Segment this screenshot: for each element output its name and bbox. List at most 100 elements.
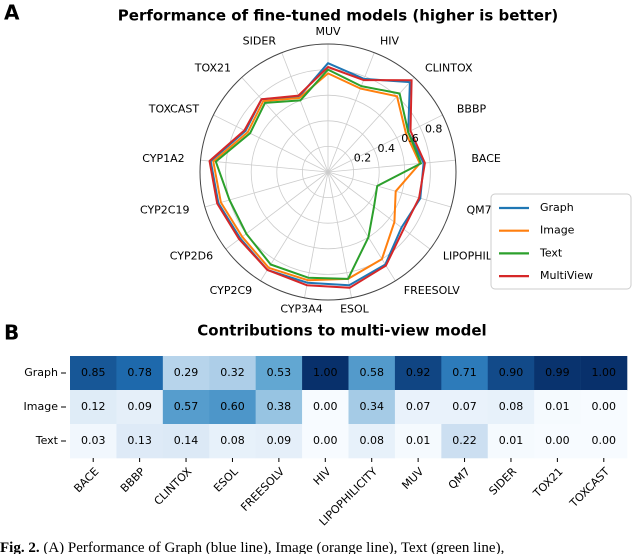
grid-spoke bbox=[225, 171, 329, 250]
col-label: MUV bbox=[399, 465, 426, 492]
heatmap-cell bbox=[162, 356, 210, 391]
grid-spoke bbox=[204, 171, 329, 208]
heatmap-cell bbox=[441, 356, 489, 391]
category-label: ESOL bbox=[340, 303, 370, 316]
legend-label: Text bbox=[539, 246, 563, 259]
category-label: CYP2D6 bbox=[170, 249, 213, 262]
category-label: BACE bbox=[471, 152, 501, 165]
heatmap-cell bbox=[209, 424, 256, 459]
heatmap-cell bbox=[580, 356, 628, 391]
cell-label: 0.00 bbox=[313, 434, 338, 447]
col-label: ESOL bbox=[211, 464, 241, 494]
heatmap-cell bbox=[209, 390, 256, 425]
grid-spoke bbox=[327, 171, 431, 250]
category-label: HIV bbox=[380, 34, 400, 47]
category-label: CLINTOX bbox=[425, 62, 473, 75]
col-label: TOXCAST bbox=[567, 465, 613, 511]
cell-label: 0.71 bbox=[452, 366, 477, 379]
cell-label: 0.53 bbox=[267, 366, 292, 379]
cell-label: 0.08 bbox=[359, 434, 384, 447]
heatmap-cell bbox=[70, 356, 117, 391]
grid-spoke bbox=[327, 52, 375, 173]
panel-letter: B bbox=[4, 321, 19, 345]
cell-label: 1.00 bbox=[592, 366, 617, 379]
cell-label: 0.00 bbox=[545, 434, 570, 447]
heatmap-cell bbox=[70, 424, 117, 459]
row-label: Graph bbox=[24, 366, 58, 379]
heatmap-cell bbox=[394, 390, 442, 425]
heatmap-cell bbox=[348, 356, 396, 391]
grid-spoke bbox=[281, 52, 329, 173]
heatmap-cell bbox=[348, 424, 396, 459]
col-label: SIDER bbox=[486, 465, 519, 498]
grid-spoke bbox=[327, 171, 396, 282]
heatmap-cell bbox=[209, 356, 256, 391]
r-tick-label: 0.6 bbox=[401, 132, 419, 145]
col-label: CLINTOX bbox=[152, 465, 195, 508]
col-label: FREESOLV bbox=[238, 465, 287, 514]
heatmap-cell bbox=[534, 356, 581, 391]
cell-label: 0.32 bbox=[220, 366, 245, 379]
category-label: MUV bbox=[315, 25, 341, 38]
col-label: TOX21 bbox=[530, 465, 566, 501]
cell-label: 0.08 bbox=[220, 434, 245, 447]
cell-label: 0.08 bbox=[499, 400, 524, 413]
caption-text: (A) Performance of Graph (blue line), Im… bbox=[43, 540, 504, 554]
grid-spoke bbox=[260, 171, 329, 282]
heatmap-cell bbox=[162, 390, 210, 425]
heatmap-cell bbox=[116, 356, 164, 391]
legend-label: MultiView bbox=[540, 269, 593, 282]
cell-label: 0.38 bbox=[267, 400, 292, 413]
col-label: HIV bbox=[311, 465, 334, 488]
grid-spoke bbox=[327, 171, 452, 208]
heatmap-cell bbox=[255, 356, 303, 391]
cell-label: 0.90 bbox=[499, 366, 524, 379]
heatmap-cell bbox=[487, 390, 535, 425]
col-label: QM7 bbox=[446, 465, 473, 492]
caption: Fig. 2. (A) Performance of Graph (blue l… bbox=[0, 540, 504, 554]
cell-label: 0.03 bbox=[81, 434, 106, 447]
cell-label: 0.00 bbox=[592, 400, 617, 413]
cell-label: 0.78 bbox=[127, 366, 152, 379]
cell-label: 0.01 bbox=[406, 434, 431, 447]
category-label: CYP1A2 bbox=[142, 152, 184, 165]
category-label: FREESOLV bbox=[404, 284, 460, 297]
col-label: BBBP bbox=[118, 465, 148, 495]
cell-label: 0.07 bbox=[406, 400, 431, 413]
r-tick-label: 0.2 bbox=[354, 151, 372, 164]
cell-label: 0.00 bbox=[592, 434, 617, 447]
radar-line bbox=[212, 72, 421, 282]
radar-frame bbox=[199, 43, 457, 301]
heatmap-cell bbox=[534, 390, 581, 425]
radar-line bbox=[209, 62, 425, 287]
cell-label: 0.01 bbox=[499, 434, 524, 447]
legend-label: Image bbox=[540, 224, 575, 237]
heatmap-cell bbox=[534, 424, 581, 459]
cell-label: 0.92 bbox=[406, 366, 431, 379]
grid-spoke bbox=[327, 171, 352, 298]
cell-label: 0.99 bbox=[545, 366, 570, 379]
heatmap-cell bbox=[441, 424, 489, 459]
radar-line bbox=[208, 66, 426, 289]
heatmap-cell bbox=[116, 390, 164, 425]
heatmap-cell bbox=[302, 390, 349, 425]
heatmap-cell bbox=[394, 356, 442, 391]
category-label: TOX21 bbox=[194, 62, 231, 75]
cell-label: 0.34 bbox=[359, 400, 384, 413]
grid-spoke bbox=[327, 159, 456, 173]
r-tick-label: 0.4 bbox=[377, 142, 395, 155]
category-label: CYP3A4 bbox=[280, 303, 322, 316]
cell-label: 0.29 bbox=[174, 366, 199, 379]
chart-title: Contributions to multi-view model bbox=[197, 322, 486, 340]
heatmap-cell bbox=[302, 424, 349, 459]
cell-label: 0.14 bbox=[174, 434, 199, 447]
heatmap-cell bbox=[580, 390, 628, 425]
grid-spoke bbox=[241, 77, 329, 173]
row-label: Text bbox=[35, 434, 59, 447]
category-label: CYP2C19 bbox=[140, 203, 190, 216]
cell-label: 0.09 bbox=[127, 400, 152, 413]
cell-label: 0.01 bbox=[545, 400, 570, 413]
chart-title: Performance of fine-tuned models (higher… bbox=[118, 7, 558, 25]
heatmap-cell bbox=[441, 390, 489, 425]
